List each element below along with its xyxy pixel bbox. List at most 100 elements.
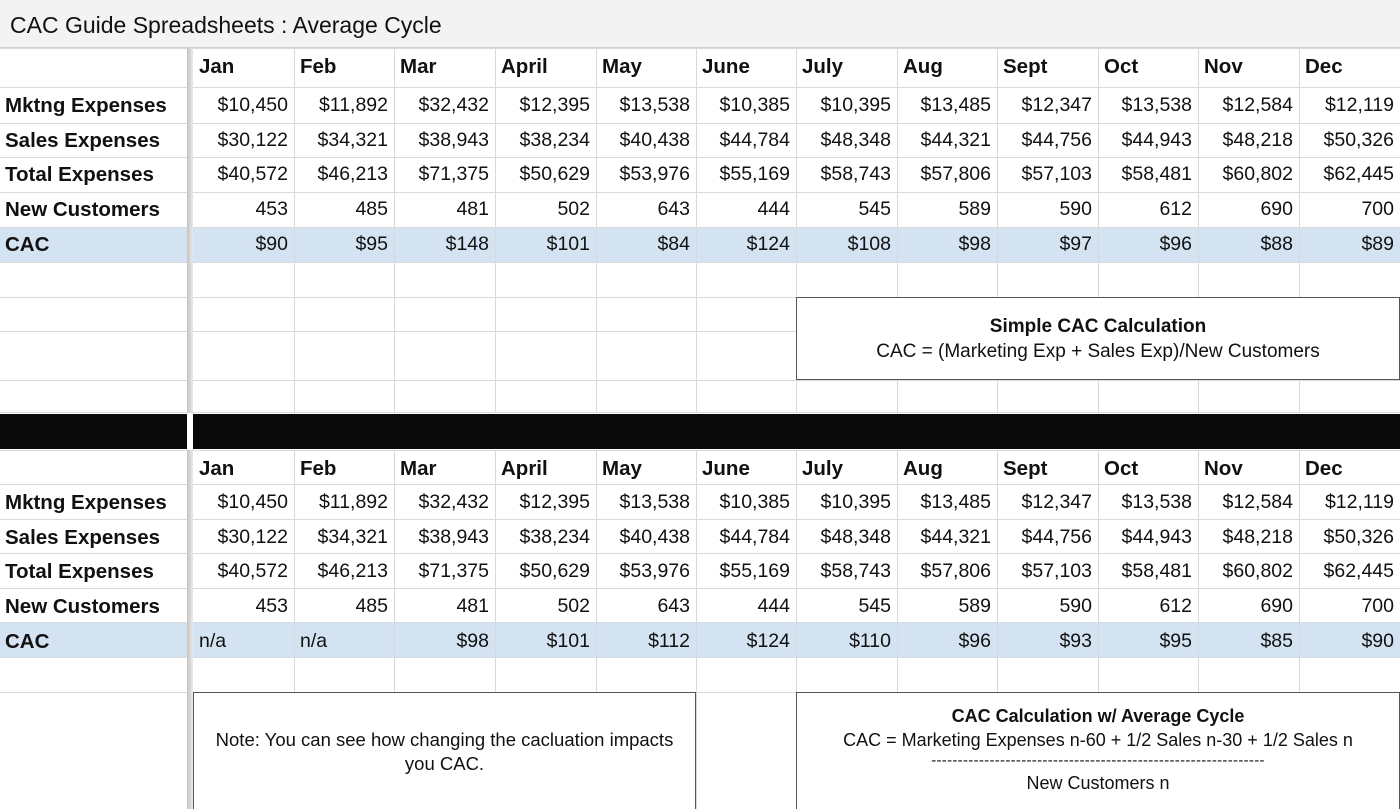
- average-cycle-month-header: Sept: [1003, 457, 1048, 480]
- gridline-row: [0, 588, 1400, 589]
- average-cycle-cell: $34,321: [317, 526, 389, 548]
- simple-month-header: Aug: [903, 55, 943, 78]
- average-cycle-cell: $10,450: [217, 491, 289, 513]
- cac-row-band-top: [0, 227, 1400, 262]
- simple-cell: $148: [445, 233, 489, 255]
- average-cycle-cell: $10,395: [820, 491, 892, 513]
- average-cycle-cell: 590: [1059, 595, 1092, 617]
- simple-cell: $95: [355, 233, 388, 255]
- gridline-col: [1299, 48, 1300, 412]
- simple-cell: $10,385: [719, 94, 791, 116]
- average-cycle-month-header: May: [602, 457, 642, 480]
- section-divider-left: [0, 414, 187, 449]
- simple-cell: $38,943: [418, 129, 490, 151]
- average-cycle-formula-heading: CAC Calculation w/ Average Cycle: [951, 706, 1245, 726]
- average-cycle-cell: $124: [746, 630, 790, 652]
- simple-cell: $98: [958, 233, 991, 255]
- simple-cell: $55,169: [719, 163, 791, 185]
- gridline-col: [294, 48, 295, 412]
- simple-cell: $57,806: [920, 163, 992, 185]
- gridline-col: [1198, 48, 1199, 412]
- simple-cell: 502: [557, 198, 590, 220]
- average-cycle-month-header: April: [501, 457, 548, 480]
- gridline-col: [997, 450, 998, 809]
- simple-cell: $44,321: [920, 129, 992, 151]
- average-cycle-cell: n/a: [300, 630, 328, 652]
- simple-cell: $46,213: [317, 163, 389, 185]
- note-box: Note: You can see how changing the caclu…: [193, 692, 696, 809]
- average-cycle-cell: $12,584: [1222, 491, 1294, 513]
- gridline-col: [696, 48, 697, 412]
- simple-cell: $12,119: [1324, 94, 1394, 116]
- gridline-col: [495, 48, 496, 412]
- simple-cell: $13,485: [920, 94, 992, 116]
- average-cycle-formula-divider: ----------------------------------------…: [931, 752, 1265, 769]
- simple-cell: 485: [355, 198, 388, 220]
- average-cycle-cell: 545: [858, 595, 891, 617]
- simple-cell: $60,802: [1222, 163, 1294, 185]
- average-cycle-cell: $32,432: [418, 491, 490, 513]
- average-cycle-cell: $44,784: [719, 526, 791, 548]
- average-cycle-cell: n/a: [199, 630, 227, 652]
- simple-cell: $40,572: [217, 163, 289, 185]
- simple-row-label: New Customers: [5, 198, 160, 221]
- average-cycle-cell: $13,538: [619, 491, 691, 513]
- simple-cell: $12,347: [1021, 94, 1093, 116]
- average-cycle-cell: $48,218: [1222, 526, 1294, 548]
- gridline-row: [0, 622, 1400, 623]
- average-cycle-month-header: Nov: [1204, 457, 1243, 480]
- average-cycle-cell: $85: [1260, 630, 1293, 652]
- average-cycle-formula-box: CAC Calculation w/ Average Cycle CAC = M…: [796, 692, 1400, 809]
- average-cycle-cell: $50,629: [519, 560, 591, 582]
- average-cycle-cell: $71,375: [418, 560, 490, 582]
- gridline-col: [796, 48, 797, 412]
- simple-row-label: Total Expenses: [5, 163, 154, 186]
- gridline-row: [0, 450, 1400, 451]
- simple-cell: 690: [1260, 198, 1293, 220]
- simple-cell: $101: [546, 233, 590, 255]
- average-cycle-cell: $53,976: [619, 560, 691, 582]
- simple-cell: $50,326: [1323, 129, 1395, 151]
- simple-cac-formula-text: CAC = (Marketing Exp + Sales Exp)/New Cu…: [876, 341, 1320, 362]
- average-cycle-row-label: Sales Expenses: [5, 526, 160, 549]
- gridline-row: [0, 157, 1400, 158]
- average-cycle-cell: $40,438: [619, 526, 691, 548]
- window-title: CAC Guide Spreadsheets : Average Cycle: [10, 12, 442, 38]
- average-cycle-cell: 453: [255, 595, 288, 617]
- simple-cell: $84: [657, 233, 690, 255]
- simple-cell: $11,892: [318, 94, 388, 116]
- simple-cell: 700: [1361, 198, 1394, 220]
- gridline-col: [596, 48, 597, 412]
- average-cycle-month-header: Feb: [300, 457, 337, 480]
- gridline-row: [0, 412, 1400, 413]
- average-cycle-cell: 485: [355, 595, 388, 617]
- simple-cell: $96: [1159, 233, 1192, 255]
- average-cycle-cell: $58,481: [1121, 560, 1193, 582]
- average-cycle-cell: $46,213: [317, 560, 389, 582]
- average-cycle-cell: 589: [958, 595, 991, 617]
- simple-cell: $71,375: [418, 163, 490, 185]
- frozen-column-shadow-bottom: [187, 450, 193, 809]
- gridline-row: [0, 331, 1400, 332]
- simple-row-label: Mktng Expenses: [5, 94, 167, 117]
- gridline-col: [294, 450, 295, 809]
- average-cycle-cell: $40,572: [217, 560, 289, 582]
- average-cycle-cell: 444: [757, 595, 790, 617]
- average-cycle-cell: $101: [546, 630, 590, 652]
- simple-cell: $97: [1059, 233, 1092, 255]
- simple-month-header: Dec: [1305, 55, 1343, 78]
- simple-month-header: April: [501, 55, 548, 78]
- simple-cell: $34,321: [317, 129, 389, 151]
- average-cycle-cell: $10,385: [719, 491, 791, 513]
- simple-month-header: Feb: [300, 55, 337, 78]
- average-cycle-cell: $98: [456, 630, 489, 652]
- gridline-row: [0, 123, 1400, 124]
- average-cycle-cell: $30,122: [217, 526, 289, 548]
- simple-cell: 589: [958, 198, 991, 220]
- simple-cell: 545: [858, 198, 891, 220]
- average-cycle-cell: $44,321: [920, 526, 992, 548]
- simple-cell: $12,584: [1222, 94, 1294, 116]
- gridline-col: [1098, 450, 1099, 809]
- gridline-col: [696, 450, 697, 809]
